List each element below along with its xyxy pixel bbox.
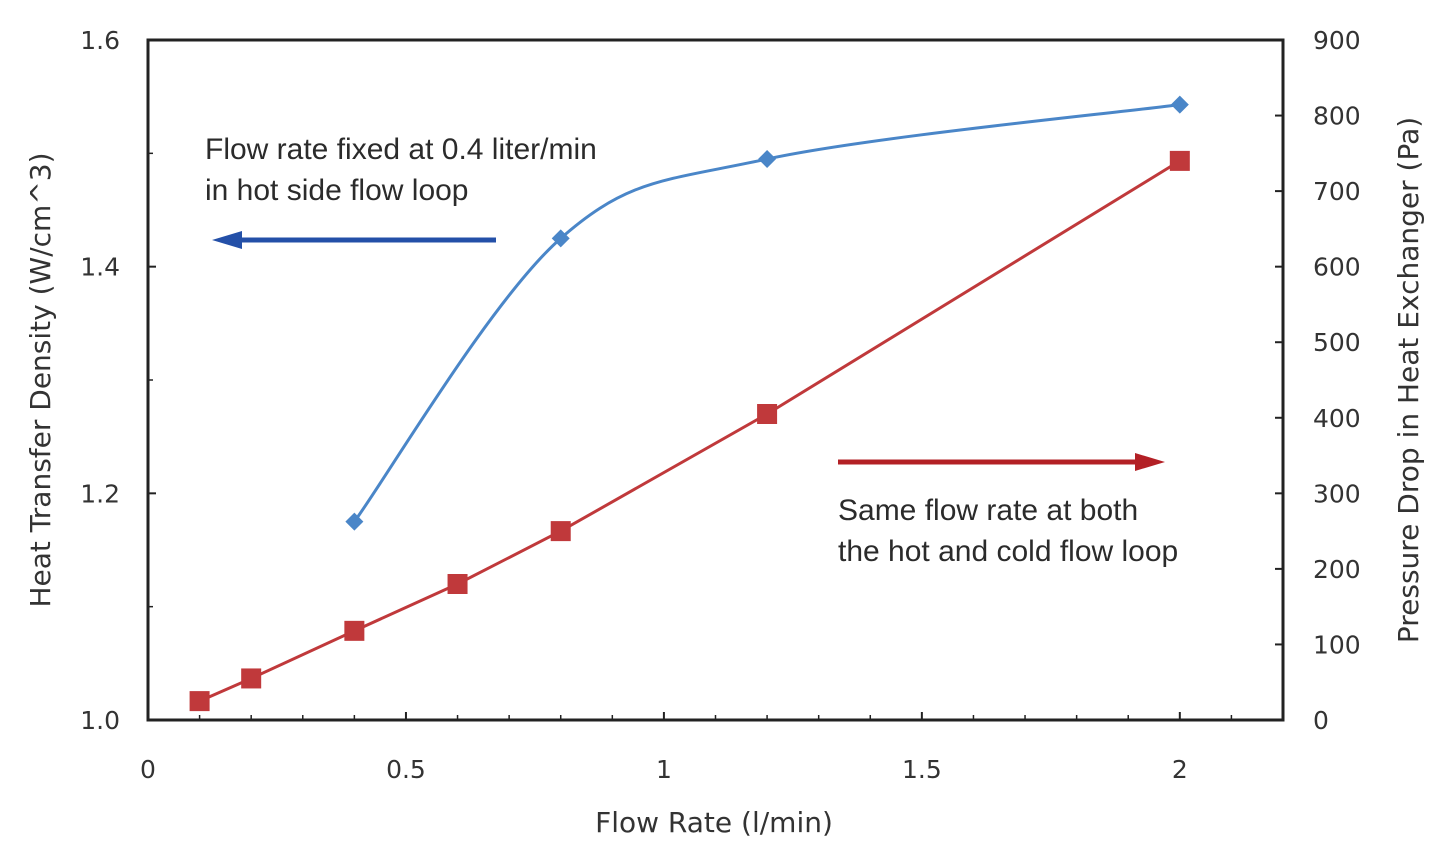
annotation-left-line-2: in hot side flow loop: [205, 174, 469, 207]
plot-area: 0 0.5 1 1.5 2 1.0 1.2 1.4 1.6 0 100 200 300 400 500 600…: [80, 26, 1360, 784]
y-tick-label-right: 700: [1313, 177, 1361, 206]
series-1-point: [758, 150, 777, 168]
series-1-point: [1170, 95, 1189, 114]
y-tick-label-left: 1.0: [80, 706, 120, 735]
y-tick-label-right: 900: [1313, 26, 1361, 55]
y-tick-label-left: 1.2: [80, 479, 120, 508]
series-2-point: [447, 574, 468, 594]
series-2-point: [1169, 150, 1190, 171]
arrow-head: [212, 231, 242, 249]
series-1-point: [551, 229, 570, 248]
y-tick-label-right: 500: [1313, 328, 1361, 357]
annotation-right-line-2: the hot and cold flow loop: [838, 535, 1178, 568]
y-tick-label-right: 100: [1313, 630, 1361, 659]
annotation-right-line-1: Same flow rate at both: [838, 494, 1138, 527]
x-tick-label: 1.5: [902, 755, 942, 784]
x-tick-label: 2: [1172, 755, 1188, 784]
series-2-point: [550, 521, 571, 542]
y-tick-label-right: 200: [1313, 555, 1361, 584]
y-tick-label-right: 800: [1313, 102, 1361, 131]
y-tick-label-left: 1.6: [80, 26, 120, 55]
x-axis-label: Flow Rate (l/min): [595, 806, 833, 839]
x-tick-label: 0.5: [386, 755, 426, 784]
series-2-point: [757, 404, 778, 424]
series-2-point: [189, 691, 210, 712]
y-axis-label-left: Heat Transfer Density (W/cm^3): [24, 152, 57, 607]
arrow-head: [1135, 453, 1165, 471]
annotation-right-arrow: [838, 453, 1165, 471]
y-tick-label-right: 300: [1313, 479, 1361, 508]
x-tick-label: 0: [140, 755, 156, 784]
y-tick-label-right: 400: [1313, 404, 1361, 433]
series-1-line: [353, 103, 1181, 523]
y-tick-label-right: 600: [1313, 253, 1361, 282]
annotation-left-arrow: [212, 231, 496, 249]
y-axis-label-right: Pressure Drop in Heat Exchanger (Pa): [1392, 117, 1425, 643]
y-tick-label-left: 1.4: [80, 253, 120, 282]
series-2-point: [241, 668, 262, 689]
y-tick-label-right: 0: [1313, 706, 1329, 735]
x-tick-label: 1: [656, 755, 672, 784]
annotation-left-line-1: Flow rate fixed at 0.4 liter/min: [205, 133, 597, 166]
series-2-point: [344, 620, 365, 641]
series-1-point: [345, 512, 364, 531]
